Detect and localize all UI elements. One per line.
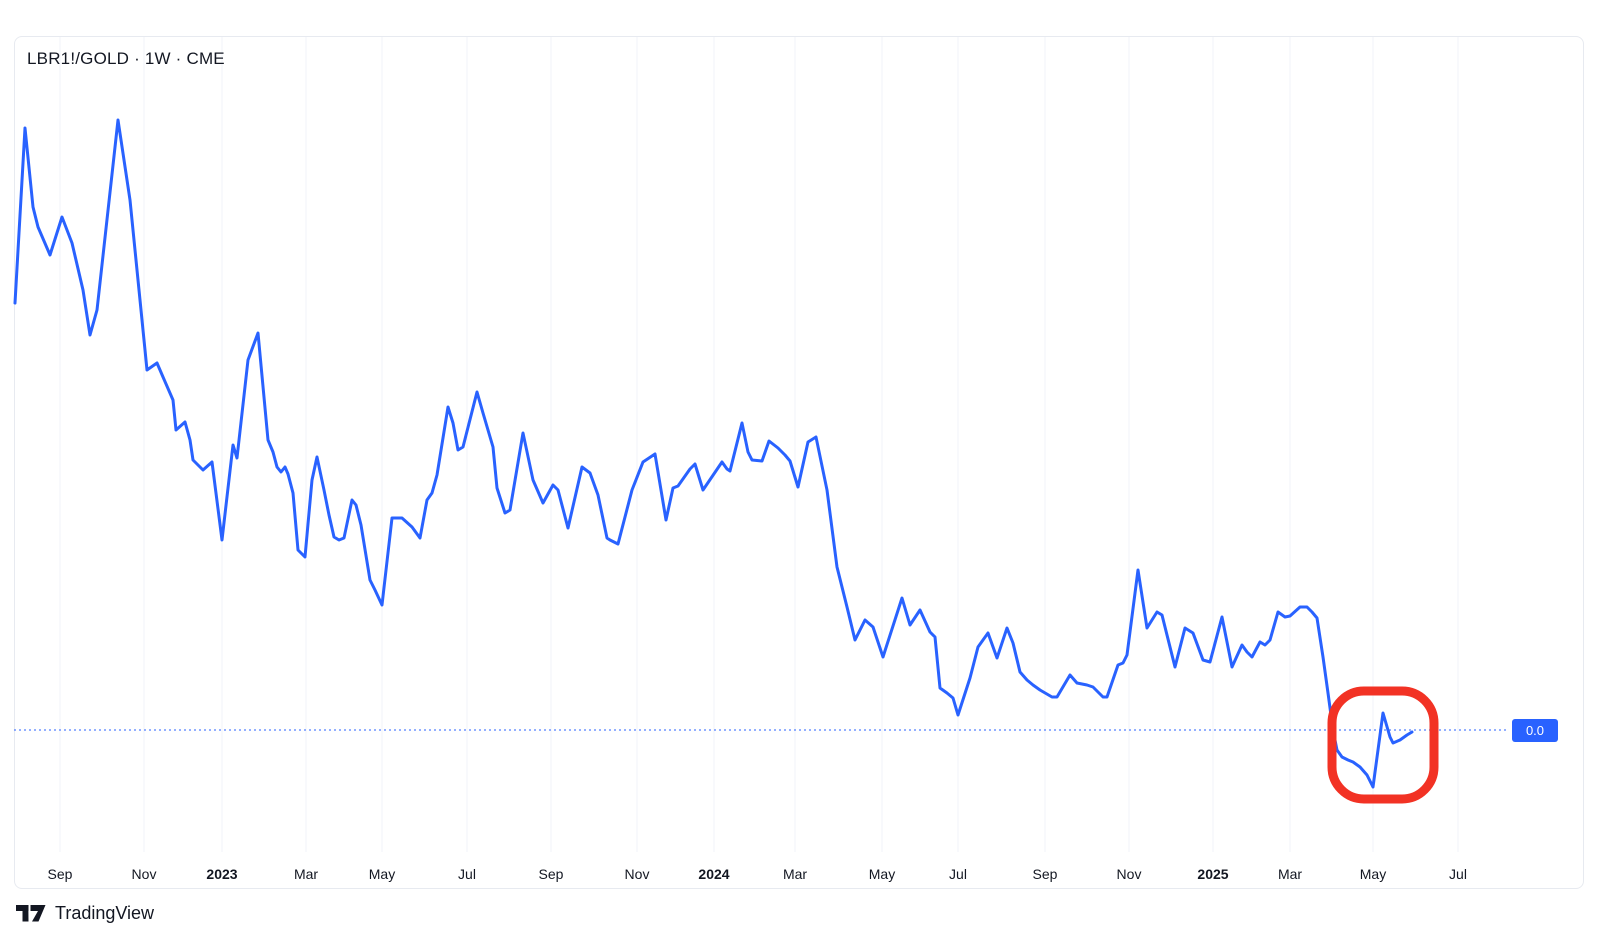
x-axis-label: 2024 (698, 866, 730, 882)
last-price-label: 0.0 (1512, 719, 1558, 742)
last-price-value: 0.0 (1525, 723, 1545, 738)
x-axis-label: Mar (1277, 866, 1303, 882)
x-axis-label: May (868, 866, 896, 882)
x-axis-label: Jul (949, 866, 967, 882)
symbol-title[interactable]: LBR1!/GOLD · 1W · CME (27, 49, 225, 68)
price-line-series[interactable] (13, 118, 1414, 789)
x-axis-label: Mar (782, 866, 808, 882)
attribution-footer: TradingView (16, 903, 154, 924)
x-axis-label: Nov (131, 866, 157, 882)
tradingview-brand-text[interactable]: TradingView (55, 903, 155, 923)
x-axis-label: Nov (624, 866, 650, 882)
highlight-annotation[interactable] (1327, 686, 1439, 804)
x-axis-label: 2025 (1197, 866, 1229, 882)
x-axis-label: Mar (293, 866, 319, 882)
gridlines (59, 37, 1459, 852)
x-axis-label: 2023 (206, 866, 238, 882)
x-axis-label: May (1359, 866, 1387, 882)
tradingview-logo-icon[interactable] (16, 905, 46, 922)
x-axis-label: Jul (458, 866, 476, 882)
time-axis[interactable]: Sep Nov 2023 Mar May Jul Sep Nov 2024 Mar May Jul Se… (14, 856, 1584, 886)
x-axis-label: Sep (1032, 866, 1058, 882)
x-axis-label: Sep (538, 866, 564, 882)
x-axis-label: Jul (1449, 866, 1467, 882)
x-axis-label: May (368, 866, 396, 882)
x-axis-label: Nov (1116, 866, 1142, 882)
x-axis-label: Sep (47, 866, 73, 882)
